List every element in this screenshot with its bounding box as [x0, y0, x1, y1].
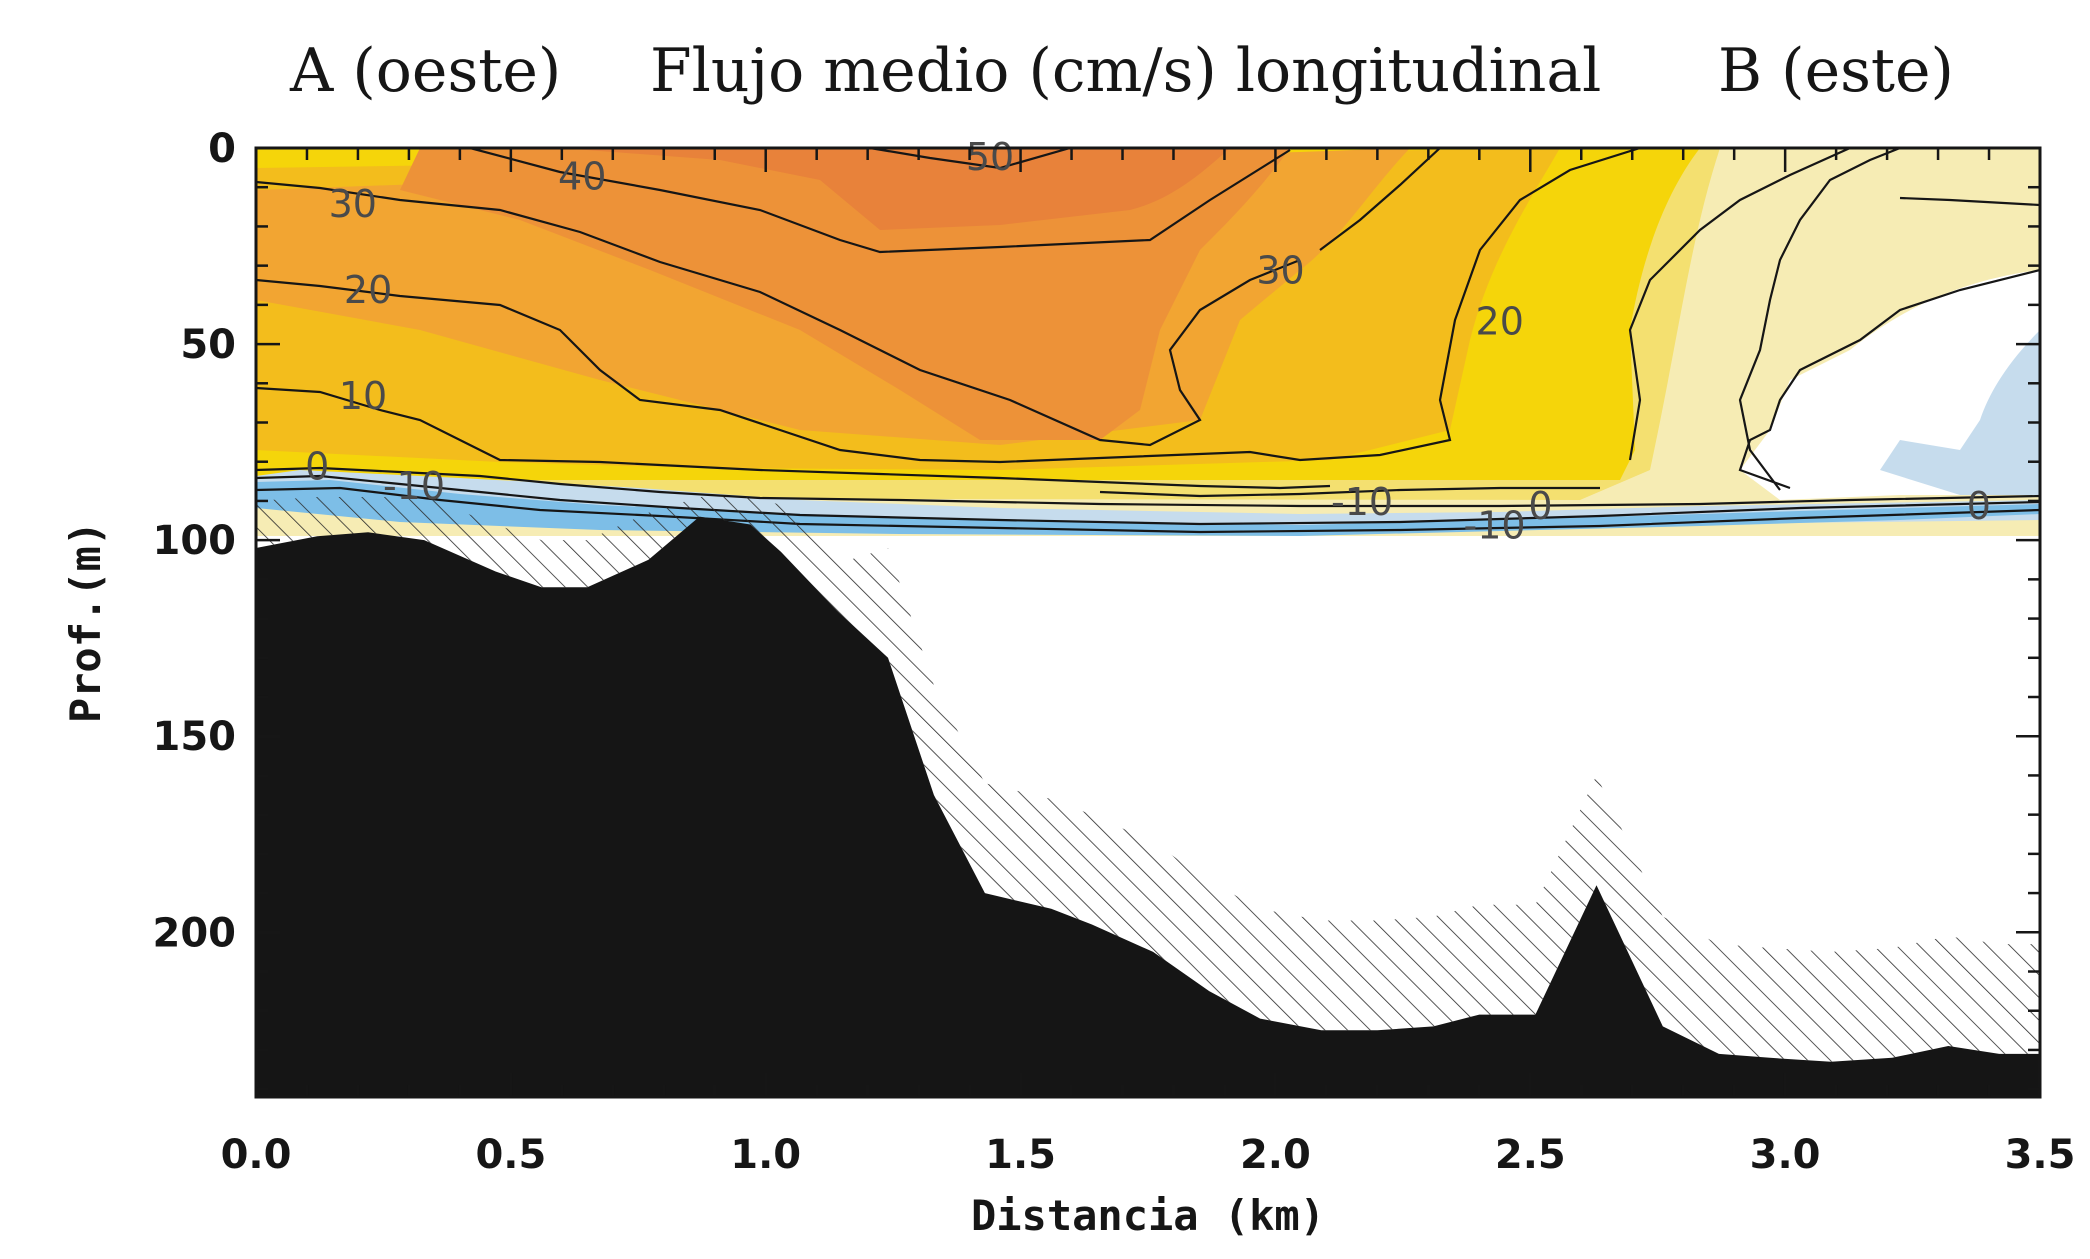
- axis-ticks: [254, 146, 2042, 1097]
- y-tick-label-2: 100: [153, 518, 237, 564]
- contour-label-5: 20: [1476, 300, 1524, 344]
- y-axis-tick-labels: 0 50 100 150 200: [153, 126, 237, 956]
- contour-line-20-west: [256, 148, 1641, 464]
- x-tick-label-1: 0.5: [475, 1132, 546, 1178]
- contour-label-7: 0: [305, 445, 329, 489]
- contour-line-5-east-b: [1899, 196, 2040, 207]
- contour-line-10: [256, 386, 1331, 490]
- contour-label-9: -10: [1331, 480, 1393, 524]
- contour-label-10: -10: [1464, 504, 1526, 548]
- contour-line-40: [469, 148, 1291, 254]
- y-axis-label: Prof.(m): [61, 521, 110, 723]
- contour-label-8: -10: [383, 464, 445, 508]
- contour-label-11: 0: [1528, 484, 1552, 528]
- x-tick-label-2: 1.0: [730, 1132, 801, 1178]
- y-tick-label-1: 50: [180, 322, 236, 368]
- contour-line-50: [869, 148, 1071, 170]
- contour-label-3: 30: [1256, 249, 1304, 293]
- contour-line-0-east: [1738, 268, 2040, 490]
- contour-label-1: 40: [558, 155, 606, 199]
- y-tick-label-4: 200: [153, 910, 237, 956]
- x-axis-label: Distancia (km): [971, 1191, 1325, 1240]
- x-tick-label-0: 0.0: [221, 1132, 292, 1178]
- band-level-50: [560, 148, 1230, 230]
- x-tick-label-7: 3.5: [2005, 1132, 2076, 1178]
- contour-line-mid-10: [1099, 486, 1600, 498]
- contour-label-0: 50: [966, 135, 1014, 179]
- contour-line-0-base: [256, 466, 2040, 508]
- contour-label-12: 0: [1967, 484, 1991, 528]
- y-tick-label-3: 150: [153, 714, 237, 760]
- right-end-label: B (este): [1718, 36, 1954, 106]
- velocity-field: [256, 148, 2040, 536]
- left-end-label: A (oeste): [289, 36, 561, 106]
- contour-line-10-east: [1628, 148, 1851, 461]
- y-tick-label-0: 0: [208, 126, 236, 172]
- chart-title: Flujo medio (cm/s) longitudinal: [650, 36, 1601, 106]
- contour-label-2: 30: [329, 182, 377, 226]
- x-tick-label-4: 2.0: [1240, 1132, 1311, 1178]
- x-axis-tick-labels: 0.0 0.5 1.0 1.5 2.0 2.5 3.0 3.5: [221, 1132, 2076, 1178]
- plot-frame: [254, 146, 2042, 1099]
- x-tick-label-3: 1.5: [985, 1132, 1056, 1178]
- contour-label-4: 20: [344, 268, 392, 312]
- contour-line-5-east: [1738, 148, 1901, 491]
- contour-label-6: 10: [339, 374, 387, 418]
- hatched-bottom-zone: [256, 497, 2040, 1062]
- band-level-40: [400, 148, 1290, 440]
- contour-line-neg10: [256, 474, 2040, 526]
- contour-line-30-west: [256, 180, 1301, 447]
- x-tick-label-5: 2.5: [1495, 1132, 1566, 1178]
- contour-line-30-east: [1319, 148, 1441, 251]
- x-tick-label-6: 3.0: [1750, 1132, 1821, 1178]
- band-level-neg10: [1880, 330, 2040, 495]
- seabed-bathymetry: [256, 516, 2040, 1097]
